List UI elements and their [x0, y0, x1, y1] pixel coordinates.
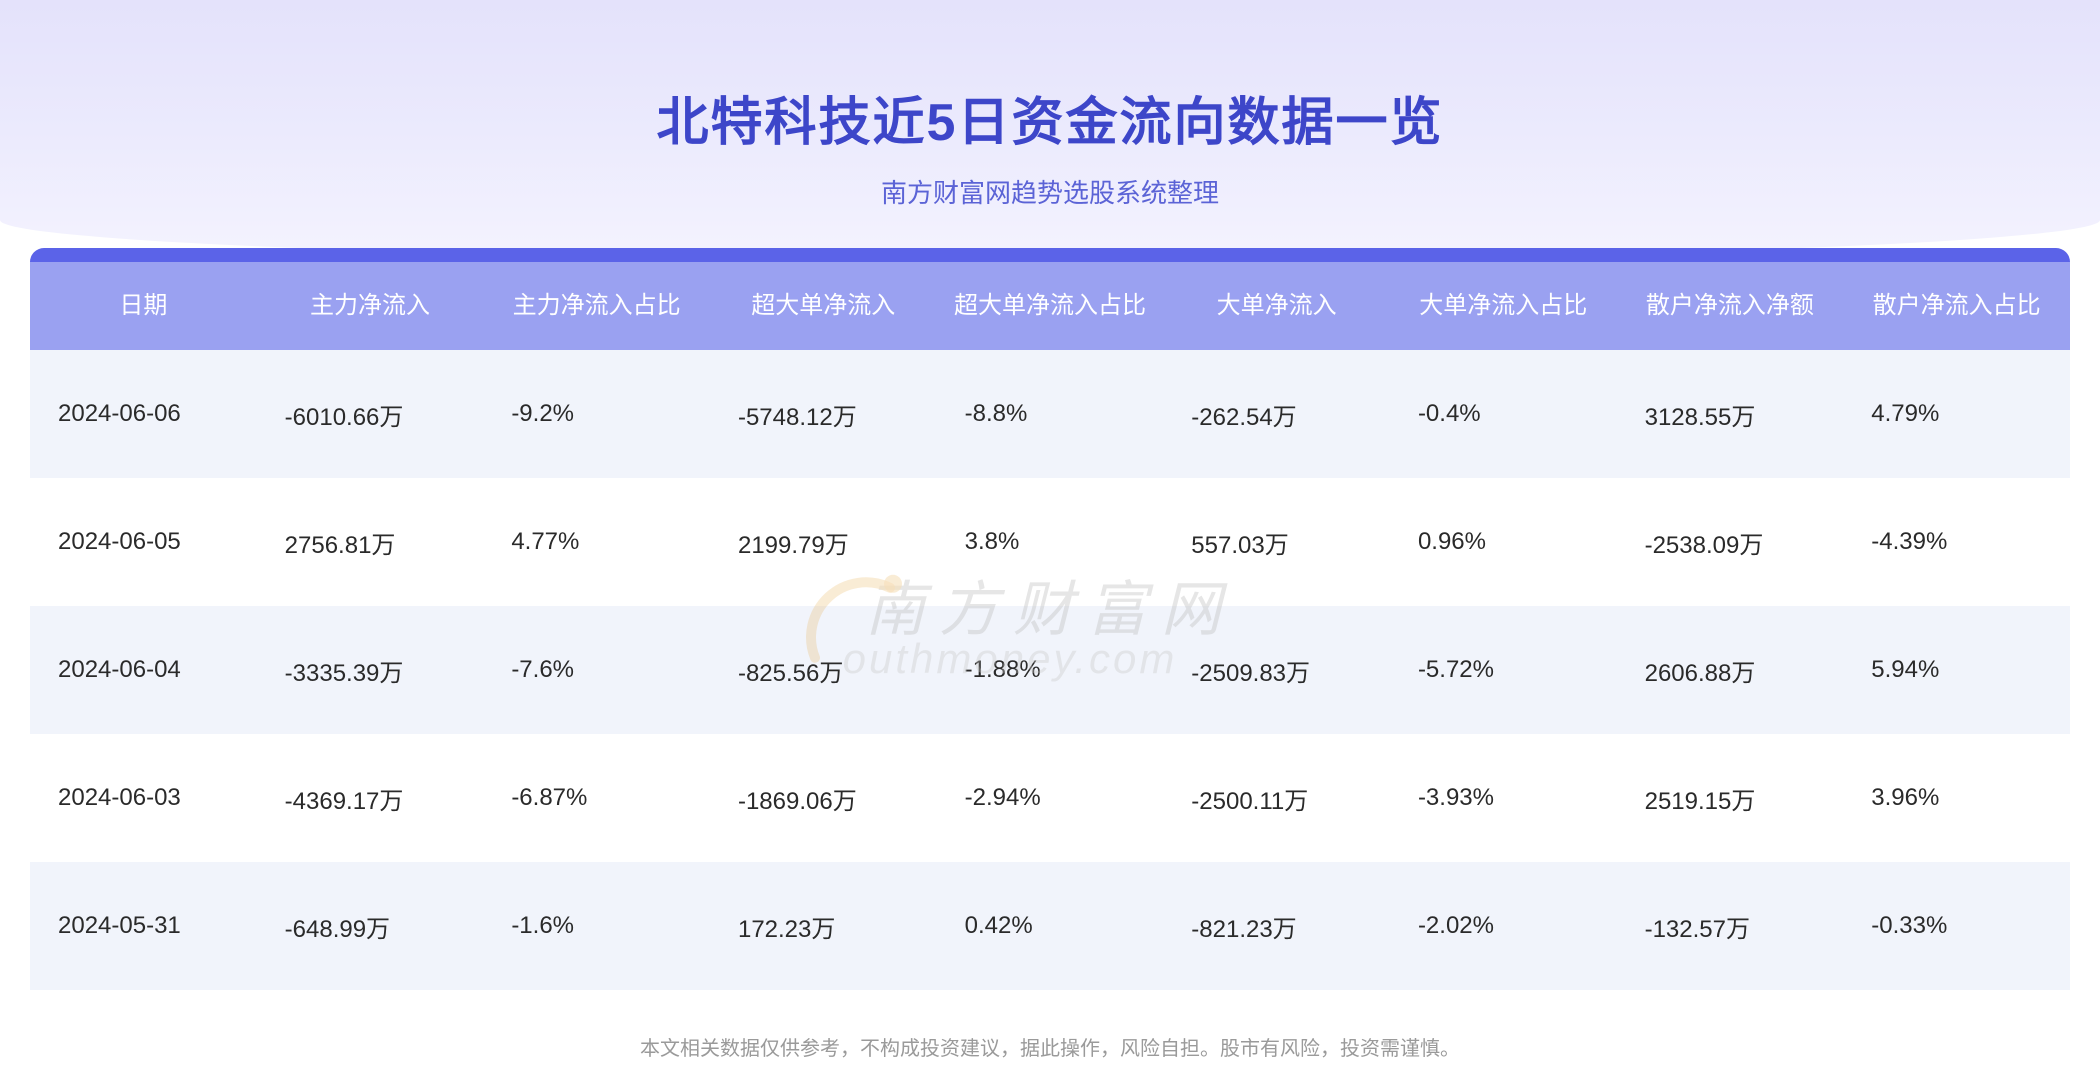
cell: -1869.06万	[710, 734, 937, 862]
cell: -5.72%	[1390, 606, 1617, 734]
disclaimer-footer: 本文相关数据仅供参考，不构成投资建议，据此操作，风险自担。股市有风险，投资需谨慎…	[0, 1032, 2100, 1061]
cell: -4369.17万	[257, 734, 484, 862]
cell: -825.56万	[710, 606, 937, 734]
col-xl-net: 超大单净流入	[710, 262, 937, 350]
table-row: 2024-06-06 -6010.66万 -9.2% -5748.12万 -8.…	[30, 350, 2070, 478]
cell: -5748.12万	[710, 350, 937, 478]
cell: 2024-06-05	[30, 478, 257, 606]
cell: -648.99万	[257, 862, 484, 990]
col-main-pct: 主力净流入占比	[483, 262, 710, 350]
cell: -262.54万	[1163, 350, 1390, 478]
cell: -2500.11万	[1163, 734, 1390, 862]
cell: -821.23万	[1163, 862, 1390, 990]
cell: 3128.55万	[1617, 350, 1844, 478]
fund-flow-table: 日期 主力净流入 主力净流入占比 超大单净流入 超大单净流入占比 大单净流入 大…	[30, 262, 2070, 990]
header-band: 北特科技近5日资金流向数据一览 南方财富网趋势选股系统整理	[0, 0, 2100, 260]
cell: -132.57万	[1617, 862, 1844, 990]
cell: 0.96%	[1390, 478, 1617, 606]
cell: -6.87%	[483, 734, 710, 862]
cell: 2024-05-31	[30, 862, 257, 990]
col-date: 日期	[30, 262, 257, 350]
cell: 3.96%	[1843, 734, 2070, 862]
col-lg-net: 大单净流入	[1163, 262, 1390, 350]
table-top-accent	[30, 248, 2070, 262]
cell: 172.23万	[710, 862, 937, 990]
cell: 2199.79万	[710, 478, 937, 606]
cell: -8.8%	[937, 350, 1164, 478]
table-header-row: 日期 主力净流入 主力净流入占比 超大单净流入 超大单净流入占比 大单净流入 大…	[30, 262, 2070, 350]
col-ret-pct: 散户净流入占比	[1843, 262, 2070, 350]
cell: 2024-06-04	[30, 606, 257, 734]
table-row: 2024-06-03 -4369.17万 -6.87% -1869.06万 -2…	[30, 734, 2070, 862]
page-title: 北特科技近5日资金流向数据一览	[657, 80, 1444, 155]
cell: -4.39%	[1843, 478, 2070, 606]
cell: -1.88%	[937, 606, 1164, 734]
table-row: 2024-05-31 -648.99万 -1.6% 172.23万 0.42% …	[30, 862, 2070, 990]
table-body: 2024-06-06 -6010.66万 -9.2% -5748.12万 -8.…	[30, 350, 2070, 990]
col-lg-pct: 大单净流入占比	[1390, 262, 1617, 350]
cell: 2606.88万	[1617, 606, 1844, 734]
cell: 3.8%	[937, 478, 1164, 606]
cell: -2509.83万	[1163, 606, 1390, 734]
cell: 2519.15万	[1617, 734, 1844, 862]
cell: 4.77%	[483, 478, 710, 606]
cell: 2756.81万	[257, 478, 484, 606]
cell: -6010.66万	[257, 350, 484, 478]
cell: -0.33%	[1843, 862, 2070, 990]
cell: -1.6%	[483, 862, 710, 990]
cell: -2.02%	[1390, 862, 1617, 990]
col-main-net: 主力净流入	[257, 262, 484, 350]
table-row: 2024-06-05 2756.81万 4.77% 2199.79万 3.8% …	[30, 478, 2070, 606]
cell: -7.6%	[483, 606, 710, 734]
cell: 5.94%	[1843, 606, 2070, 734]
cell: 557.03万	[1163, 478, 1390, 606]
page-subtitle: 南方财富网趋势选股系统整理	[881, 173, 1219, 210]
cell: -3335.39万	[257, 606, 484, 734]
cell: 2024-06-06	[30, 350, 257, 478]
cell: 0.42%	[937, 862, 1164, 990]
col-xl-pct: 超大单净流入占比	[937, 262, 1164, 350]
cell: -2.94%	[937, 734, 1164, 862]
cell: -3.93%	[1390, 734, 1617, 862]
col-ret-net: 散户净流入净额	[1617, 262, 1844, 350]
table-container: 日期 主力净流入 主力净流入占比 超大单净流入 超大单净流入占比 大单净流入 大…	[30, 248, 2070, 990]
cell: -9.2%	[483, 350, 710, 478]
cell: -2538.09万	[1617, 478, 1844, 606]
cell: 4.79%	[1843, 350, 2070, 478]
cell: -0.4%	[1390, 350, 1617, 478]
cell: 2024-06-03	[30, 734, 257, 862]
table-row: 2024-06-04 -3335.39万 -7.6% -825.56万 -1.8…	[30, 606, 2070, 734]
